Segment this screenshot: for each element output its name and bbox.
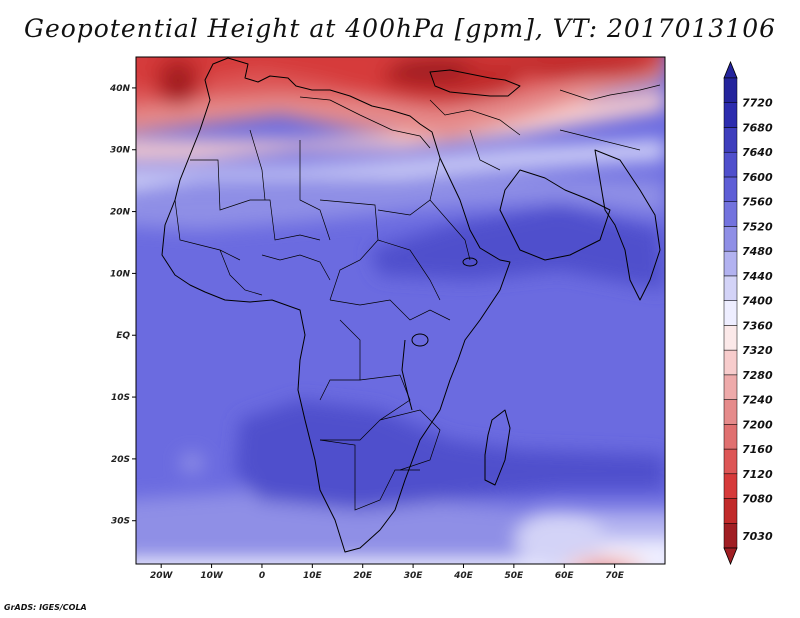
colorbar-level-label: 7120	[742, 468, 773, 481]
colorbar-level-label: 7400	[742, 295, 773, 308]
colorbar-level-label: 7200	[742, 418, 773, 431]
lon-tick-label: 40E	[453, 571, 474, 581]
longitude-axis: 20W 10W 0 10E 20E 30E 40E 50E 60E 70E	[150, 564, 625, 581]
colorbar-level-label: 7520	[742, 220, 773, 233]
colorbar-swatch	[723, 424, 738, 450]
colorbar-swatch	[723, 176, 738, 202]
colorbar-swatch	[723, 498, 738, 524]
lon-tick-label: 10E	[303, 571, 323, 581]
colorbar-swatch	[723, 127, 738, 153]
colorbar-level-label: 7680	[742, 121, 773, 134]
colorbar-swatch	[723, 300, 738, 326]
colorbar: 7030 7080 7120 7160 7200 7240 7280 7320 7360 7400…	[723, 60, 773, 566]
colorbar-swatch	[723, 250, 738, 277]
latitude-axis: 40N 30N 20N 10N EQ 10S 20S 30S	[109, 84, 136, 527]
lat-tick-label: 40N	[109, 84, 131, 94]
lat-tick-label: 10N	[110, 269, 131, 279]
colorbar-swatch	[723, 325, 738, 351]
colorbar-swatch	[723, 102, 738, 128]
colorbar-swatch	[723, 201, 738, 227]
coastlines	[161, 57, 661, 553]
colorbar-level-label: 7240	[742, 394, 773, 407]
height-field	[136, 57, 665, 564]
lon-tick-label: 30E	[404, 571, 424, 581]
colorbar-level-label: 7600	[742, 171, 773, 184]
lat-tick-label: 30S	[111, 517, 130, 527]
lon-tick-label: 20E	[353, 571, 373, 581]
colorbar-level-label: 7160	[742, 443, 773, 456]
lat-tick-label: 10S	[111, 393, 130, 403]
colorbar-level-label: 7440	[742, 270, 773, 283]
colorbar-level-label: 7560	[742, 196, 773, 209]
colorbar-level-label: 7720	[742, 97, 773, 110]
colorbar-level-label: 7640	[742, 146, 773, 159]
country-borders	[174, 84, 661, 511]
colorbar-swatch	[723, 151, 738, 178]
colorbar-swatch	[723, 473, 738, 499]
colorbar-swatch	[723, 523, 738, 549]
grads-credit: GrADS: IGES/COLA	[4, 603, 87, 612]
colorbar-swatch	[723, 77, 738, 103]
colorbar-level-label: 7360	[742, 319, 773, 332]
colorbar-level-label: 7280	[742, 369, 773, 382]
colorbar-swatch	[723, 226, 738, 252]
lon-tick-label: 20W	[150, 571, 174, 581]
lon-tick-label: 10W	[200, 571, 224, 581]
lon-tick-label: 60E	[555, 571, 575, 581]
map-title: Geopotential Height at 400hPa [gpm], VT:…	[23, 14, 777, 43]
colorbar-level-label: 7030	[742, 530, 773, 543]
lat-tick-label: EQ	[116, 331, 130, 341]
colorbar-swatch	[723, 275, 738, 301]
colorbar-swatch	[723, 349, 738, 376]
colorbar-level-label: 7320	[742, 344, 773, 357]
lakes	[401, 257, 478, 411]
plot-frame	[135, 56, 666, 565]
colorbar-swatch	[723, 448, 738, 475]
lon-tick-label: 50E	[505, 571, 525, 581]
colorbar-level-label: 7080	[742, 493, 773, 506]
lat-tick-label: 20N	[110, 208, 131, 218]
lat-tick-label: 30N	[110, 146, 131, 156]
lon-tick-label: 0	[259, 571, 265, 581]
colorbar-min-arrow	[723, 547, 738, 566]
colorbar-level-label: 7480	[742, 245, 773, 258]
lon-tick-label: 70E	[605, 571, 625, 581]
lat-tick-label: 20S	[111, 455, 130, 465]
colorbar-swatch	[723, 399, 738, 425]
colorbar-swatch	[723, 374, 738, 400]
colorbar-max-arrow	[723, 60, 738, 79]
